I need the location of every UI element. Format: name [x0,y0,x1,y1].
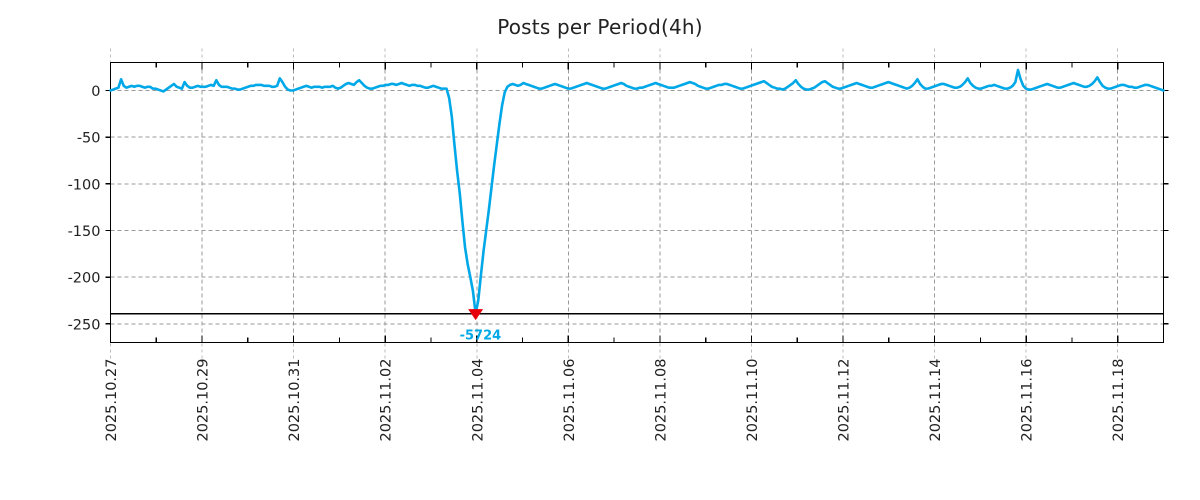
x-axis-tick-label: 2025.11.04 [470,359,486,442]
x-axis-tick-label: 2025.11.16 [1020,359,1036,442]
x-axis-tick-label: 2025.11.12 [837,359,853,442]
annotation-layer: -5724 [460,309,502,344]
x-axis-tick-label: 2025.11.14 [928,359,944,442]
y-axis-tick-labels: 0 -50 -100 -150 -200 -250 [68,84,101,333]
y-axis-tick-label: 0 [91,84,100,100]
x-axis-tick-label: 2025.10.27 [104,359,120,442]
series-line [109,68,1165,315]
axes [109,61,1165,344]
gridlines [110,48,1164,361]
x-axis-tick-label: 2025.11.02 [379,359,395,442]
tick-marks [105,62,1169,343]
x-axis-tick-label: 2025.10.29 [196,359,212,442]
chart-title: Posts per Period(4h) [497,15,703,39]
x-axis-tick-label: 2025.11.18 [1111,359,1127,442]
y-axis-tick-label: -250 [68,317,101,333]
y-axis-tick-label: -150 [68,224,101,240]
x-axis-tick-labels: 2025.10.27 2025.10.29 2025.10.31 2025.11.02… [104,359,1127,442]
x-axis-tick-label: 2025.11.08 [653,359,669,442]
x-axis-tick-label: 2025.11.10 [745,359,761,442]
y-axis-tick-label: -100 [68,177,101,193]
anomaly-marker-icon [468,309,484,321]
x-axis-tick-label: 2025.10.31 [287,359,303,442]
y-axis-tick-label: -200 [68,271,101,287]
anomaly-value-label: -5724 [460,329,502,344]
y-axis-tick-label: -50 [77,131,101,147]
x-axis-tick-label: 2025.11.06 [562,359,578,442]
